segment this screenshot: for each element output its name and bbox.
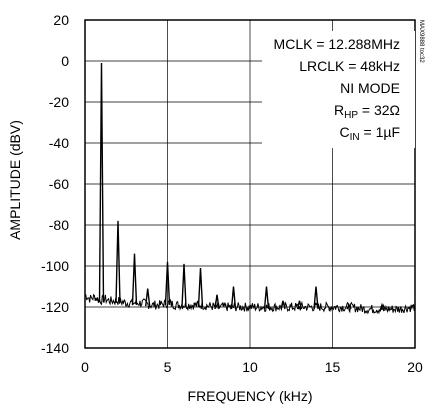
rhp-value: = 32Ω	[358, 102, 400, 118]
rhp-subscript: HP	[344, 110, 358, 121]
y-tick-label: -120	[41, 299, 69, 315]
harmonic-peak	[230, 286, 237, 310]
harmonic-peak	[296, 300, 303, 310]
rhp-annotation: RHP = 32Ω	[334, 102, 400, 121]
noise-floor-trace	[85, 293, 416, 315]
x-tick-label: 5	[164, 359, 172, 375]
x-tick-label: 10	[242, 359, 258, 375]
harmonic-peak	[379, 302, 385, 312]
harmonic-peak	[98, 63, 105, 303]
harmonic-peak	[197, 268, 204, 308]
x-tick-label: 15	[325, 359, 341, 375]
mode-annotation: NI MODE	[340, 80, 400, 96]
harmonic-peak	[131, 253, 138, 305]
harmonic-peak	[145, 288, 151, 307]
y-tick-labels: 20 0 -20 -40 -60 -80 -100 -120 -140	[41, 12, 69, 356]
mclk-annotation: MCLK = 12.288MHz	[274, 36, 400, 52]
x-tick-label: 20	[407, 359, 423, 375]
harmonic-peak	[214, 294, 220, 310]
cin-subscript: IN	[350, 132, 360, 143]
y-tick-label: -80	[49, 217, 69, 233]
figure-code: MAX9888 toc32	[418, 20, 424, 63]
harmonic-peak	[280, 300, 286, 310]
y-tick-label: 0	[61, 53, 69, 69]
harmonic-peak	[181, 263, 187, 308]
rhp-main: R	[334, 102, 344, 118]
test-conditions-annotation: MCLK = 12.288MHz LRCLK = 48kHz NI MODE R…	[262, 31, 415, 148]
harmonic-peak	[115, 220, 121, 303]
cin-main: C	[340, 124, 350, 140]
cin-annotation: CIN = 1µF	[340, 124, 400, 143]
y-tick-label: -60	[49, 176, 69, 192]
y-tick-label: -100	[41, 258, 69, 274]
x-tick-label: 0	[81, 359, 89, 375]
harmonic-peak	[346, 303, 352, 310]
x-tick-labels: 0 5 10 15 20	[81, 359, 423, 375]
y-tick-label: -140	[41, 340, 69, 356]
harmonic-peak	[313, 286, 319, 310]
y-tick-label: 20	[53, 12, 69, 28]
harmonic-peak	[164, 261, 171, 305]
y-axis-label: AMPLITUDE (dBV)	[7, 120, 23, 240]
harmonic-peak	[263, 286, 270, 310]
annotation-background	[262, 31, 415, 148]
lrclk-annotation: LRCLK = 48kHz	[299, 58, 400, 74]
plot-frame	[84, 19, 416, 349]
y-tick-label: -40	[49, 135, 69, 151]
harmonic-peaks	[98, 63, 385, 312]
y-tick-label: -20	[49, 94, 69, 110]
x-axis-label: FREQUENCY (kHz)	[188, 388, 313, 404]
cin-value: = 1µF	[360, 124, 400, 140]
